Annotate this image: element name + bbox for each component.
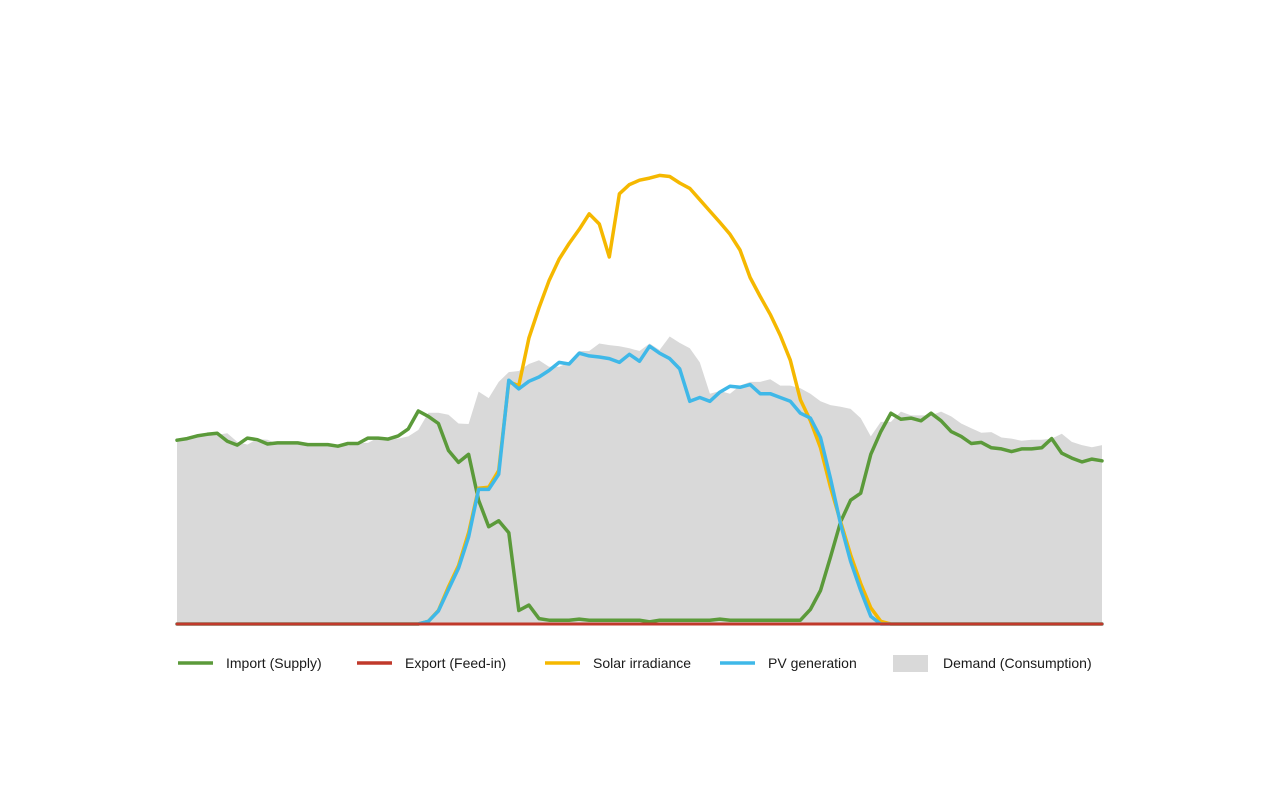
legend: Import (Supply) Export (Feed-in) Solar irr…: [178, 655, 1092, 672]
legend-item-import-supply: Import (Supply): [178, 655, 322, 671]
plot-area: [175, 173, 1104, 626]
legend-item-export-feed-in: Export (Feed-in): [357, 655, 506, 671]
legend-label-demand-consumption: Demand (Consumption): [943, 655, 1092, 671]
legend-label-import-supply: Import (Supply): [226, 655, 322, 671]
series-area-demand-consumption: [177, 336, 1102, 624]
legend-item-solar-irradiance: Solar irradiance: [545, 655, 691, 671]
legend-label-solar-irradiance: Solar irradiance: [593, 655, 691, 671]
legend-label-export-feed-in: Export (Feed-in): [405, 655, 506, 671]
legend-label-pv-generation: PV generation: [768, 655, 857, 671]
legend-item-demand-consumption: Demand (Consumption): [893, 655, 1092, 672]
legend-item-pv-generation: PV generation: [720, 655, 857, 671]
series-line-import-supply: [175, 409, 1104, 624]
legend-swatch-demand-consumption: [893, 655, 928, 672]
